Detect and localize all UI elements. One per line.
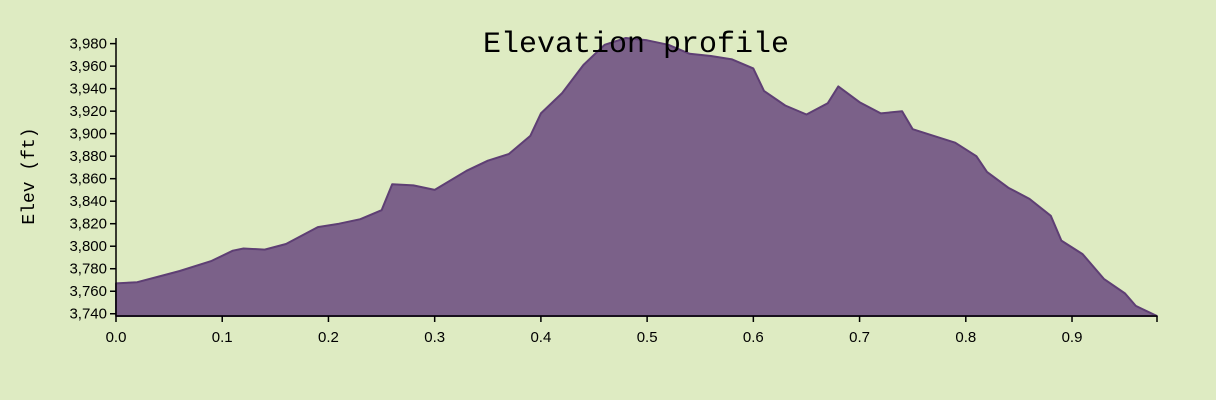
y-tick-label: 3,940 <box>69 81 107 98</box>
y-tick-label: 3,820 <box>69 216 107 233</box>
y-tick-label: 3,920 <box>69 103 107 120</box>
area-layer <box>115 37 1158 317</box>
y-tick-label: 3,900 <box>69 126 107 143</box>
y-tick-label: 3,760 <box>69 283 107 300</box>
x-tick-label: 0.6 <box>743 329 764 346</box>
x-tick-label: 0.9 <box>1062 329 1083 346</box>
y-tick-label: 3,780 <box>69 261 107 278</box>
x-tick-label: 0.0 <box>106 329 127 346</box>
x-tick-label: 0.1 <box>212 329 233 346</box>
y-tick-label: 3,980 <box>69 36 107 53</box>
elevation-area <box>115 37 1158 317</box>
x-tick-label: 0.5 <box>637 329 658 346</box>
y-tick-label: 3,800 <box>69 238 107 255</box>
x-tick-label: 0.4 <box>530 329 551 346</box>
x-tick-label: 0.8 <box>955 329 976 346</box>
axes-layer <box>115 38 1157 317</box>
x-tick-label: 0.3 <box>424 329 445 346</box>
y-tick-label: 3,740 <box>69 306 107 323</box>
y-tick-label: 3,880 <box>69 148 107 165</box>
y-tick-label: 3,960 <box>69 58 107 75</box>
x-tick-label: 0.2 <box>318 329 339 346</box>
y-tick-label: 3,840 <box>69 193 107 210</box>
y-tick-label: 3,860 <box>69 171 107 188</box>
x-tick-label: 0.7 <box>849 329 870 346</box>
y-ticks: 3,740 3,760 3,780 3,800 3,820 3,840 3,860 3,880… <box>69 36 116 323</box>
y-axis-label: Elev (ft) <box>20 127 40 224</box>
chart-title: Elevation profile <box>483 28 789 62</box>
x-ticks: 0.0 0.1 0.2 0.3 0.4 0.5 0.6 0.7 0.8 0.9 <box>106 316 1158 346</box>
